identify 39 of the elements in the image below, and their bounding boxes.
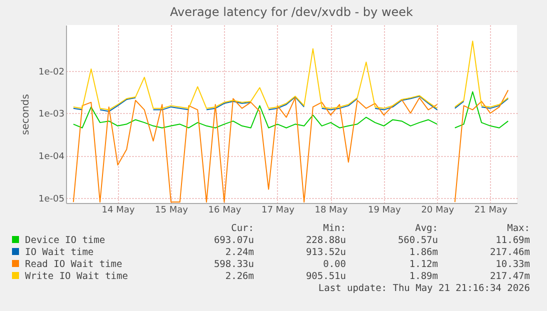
text: 11.69m (494, 235, 530, 247)
y-tick-label: 1e-02 (38, 67, 64, 78)
text: Max: (506, 223, 530, 235)
legend-label: Write IO Wait time (24, 271, 129, 283)
y-tick-label: 1e-04 (38, 152, 65, 162)
y-axis-title: seconds (20, 94, 32, 135)
text: 10.33m (494, 259, 530, 271)
chart-title: Average latency for /dev/xvdb - by week (170, 5, 414, 19)
legend-label: Device IO time (24, 235, 106, 247)
x-tick-label: 17 May (261, 206, 296, 216)
text: 905.51u (304, 271, 346, 283)
text: 1.12m (408, 259, 438, 271)
text: 217.46m (488, 247, 530, 259)
x-tick-label: 19 May (368, 206, 402, 216)
x-tick-label: 14 May (102, 206, 136, 216)
text: 598.33u (212, 259, 254, 271)
y-tick-label: 1e-03 (38, 110, 64, 120)
text: 228.88u (304, 235, 346, 247)
text: Avg: (414, 223, 438, 235)
text: 0.00 (322, 259, 346, 271)
x-tick-label: 20 May (421, 206, 455, 216)
legend-label: Read IO Wait time (24, 259, 124, 271)
legend-label: IO Wait time (24, 247, 95, 259)
text: 2.26m (224, 271, 254, 283)
text: 217.47m (488, 271, 530, 283)
x-tick-label: 16 May (208, 206, 242, 216)
text: 2.24m (224, 247, 254, 259)
x-tick-label: 18 May (314, 206, 348, 216)
text: Last update: Thu May 21 21:16:34 2026 (317, 283, 530, 295)
text: 693.07u (212, 235, 254, 247)
y-tick-label: 1e-05 (38, 194, 64, 204)
x-tick-label: 21 May (474, 206, 508, 216)
text: 1.89m (409, 271, 438, 283)
text: Min: (322, 223, 346, 235)
text: 1.86m (408, 247, 438, 259)
text: 913.52u (304, 247, 346, 259)
text: Cur: (230, 223, 254, 235)
text: 560.57u (396, 235, 438, 247)
x-tick-label: 15 May (155, 206, 189, 216)
